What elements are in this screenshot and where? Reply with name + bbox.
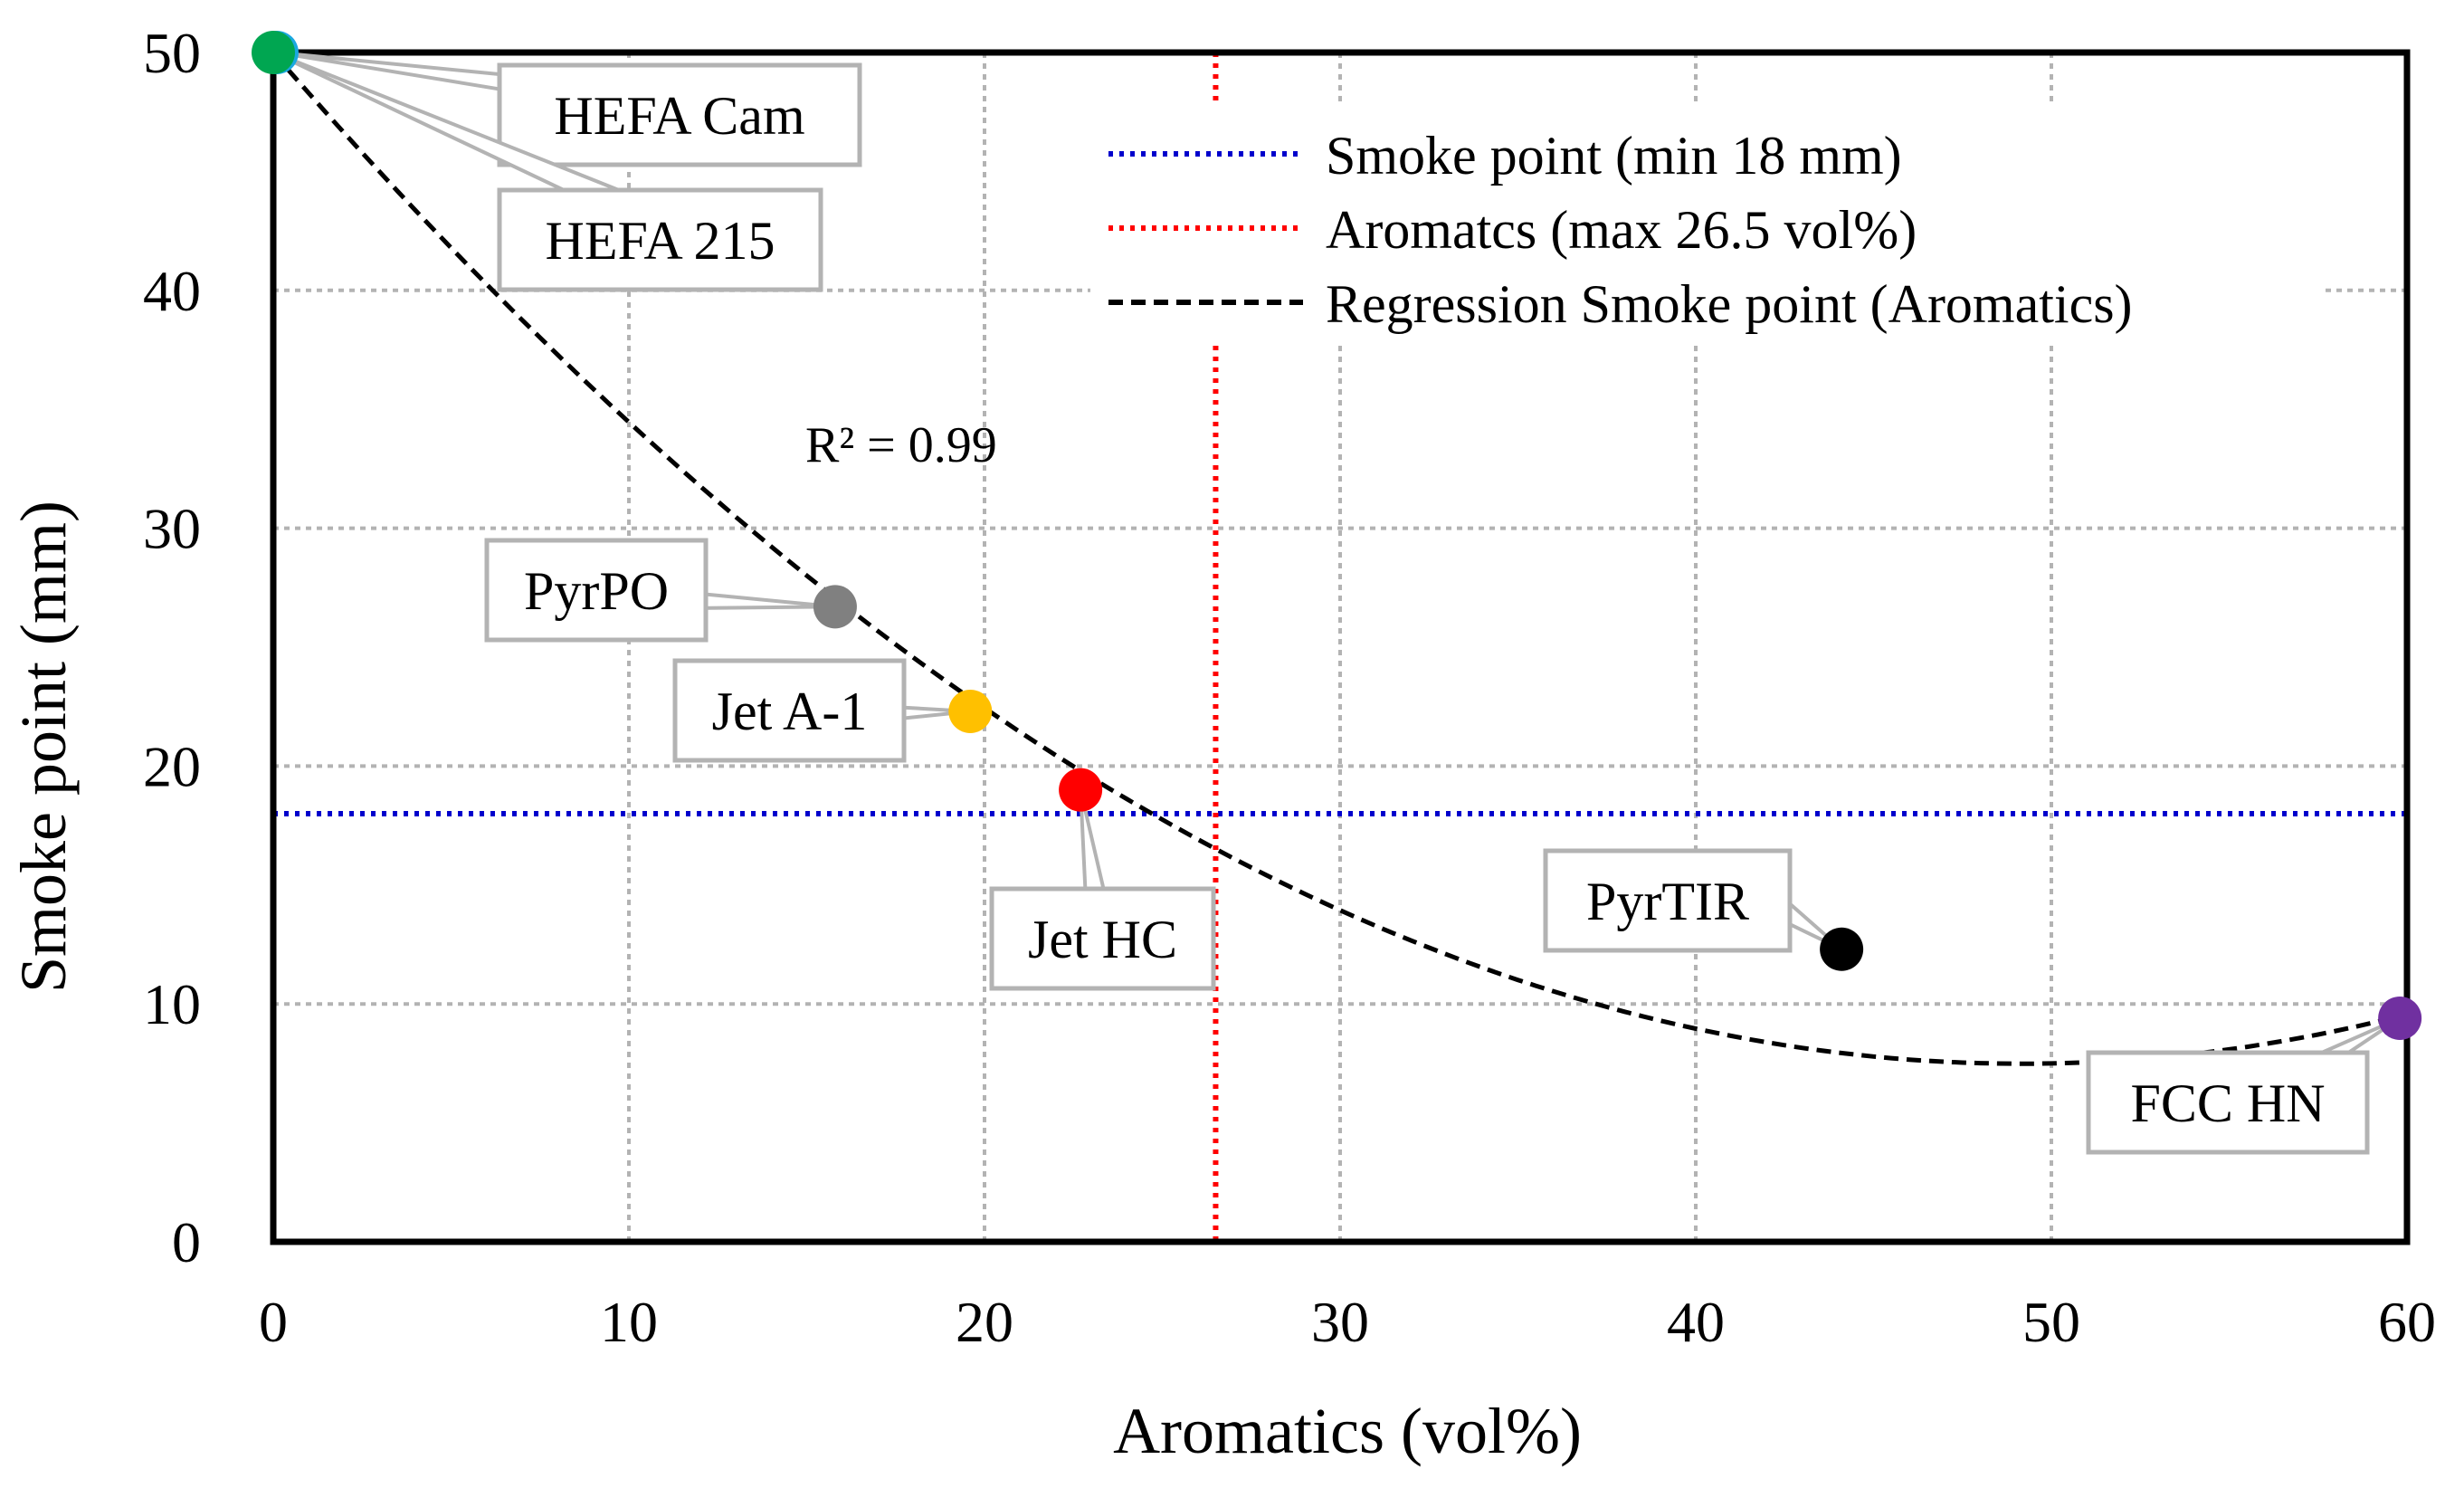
point-label: PyrTIR (1586, 872, 1749, 931)
callout-box (989, 886, 1216, 991)
x-tick-label: 0 (259, 1290, 288, 1354)
callout-box (672, 658, 907, 763)
point-label: PyrPO (524, 561, 669, 621)
plot-frame (270, 49, 2411, 1245)
x-tick-label: 60 (2378, 1290, 2436, 1354)
legend-aromatics-label: Aromatcs (max 26.5 vol%) (1326, 200, 1917, 260)
y-tick-label: 0 (172, 1210, 201, 1274)
legend-regression-label: Regression Smoke point (Aromatics) (1326, 274, 2133, 334)
y-axis-title: Smoke point (mm) (7, 501, 80, 993)
callout-box (1543, 848, 1793, 953)
point-label: HEFA Cam (554, 86, 804, 146)
data-point (252, 31, 295, 74)
point-label: Jet HC (1028, 910, 1177, 969)
x-tick-label: 50 (2022, 1290, 2080, 1354)
callout-box (497, 62, 862, 167)
point-label: FCC HN (2130, 1073, 2325, 1133)
x-axis-title: Aromatics (vol%) (1113, 1395, 1582, 1467)
x-tick-label: 10 (600, 1290, 658, 1354)
data-points: HEFA Cam HEFA 215 PyrPO Jet A-1 Jet HC PyrTIR… (252, 31, 2422, 1155)
y-tick-label: 50 (143, 21, 201, 85)
legend-smoke-point-label: Smoke point (min 18 mm) (1326, 126, 1902, 186)
data-point (2378, 996, 2422, 1040)
x-tick-label: 40 (1667, 1290, 1725, 1354)
x-tick-label: 30 (1311, 1290, 1369, 1354)
data-point (948, 689, 993, 733)
data-point (1059, 768, 1103, 812)
x-tick-label: 20 (956, 1290, 1013, 1354)
y-tick-label: 20 (143, 734, 201, 798)
callout-box (2086, 1050, 2370, 1155)
y-tick-label: 10 (143, 972, 201, 1036)
data-point (1820, 927, 1864, 971)
callout-box (497, 187, 823, 292)
callout-box (484, 538, 709, 643)
legend: Smoke point (min 18 mm) Aromatcs (max 26.… (1090, 107, 2321, 342)
regression-curve (271, 51, 2408, 1066)
y-tick-label: 40 (143, 259, 201, 323)
r-squared-label: R² = 0.99 (805, 417, 997, 473)
regression-line-group (271, 51, 2408, 1066)
axis-ticks: 0 10 20 30 40 50 60 0 10 20 30 40 50 (143, 21, 2436, 1354)
point-label: HEFA 215 (546, 211, 775, 271)
data-point (813, 585, 857, 629)
y-tick-label: 30 (143, 497, 201, 561)
point-label: Jet A-1 (712, 682, 868, 741)
